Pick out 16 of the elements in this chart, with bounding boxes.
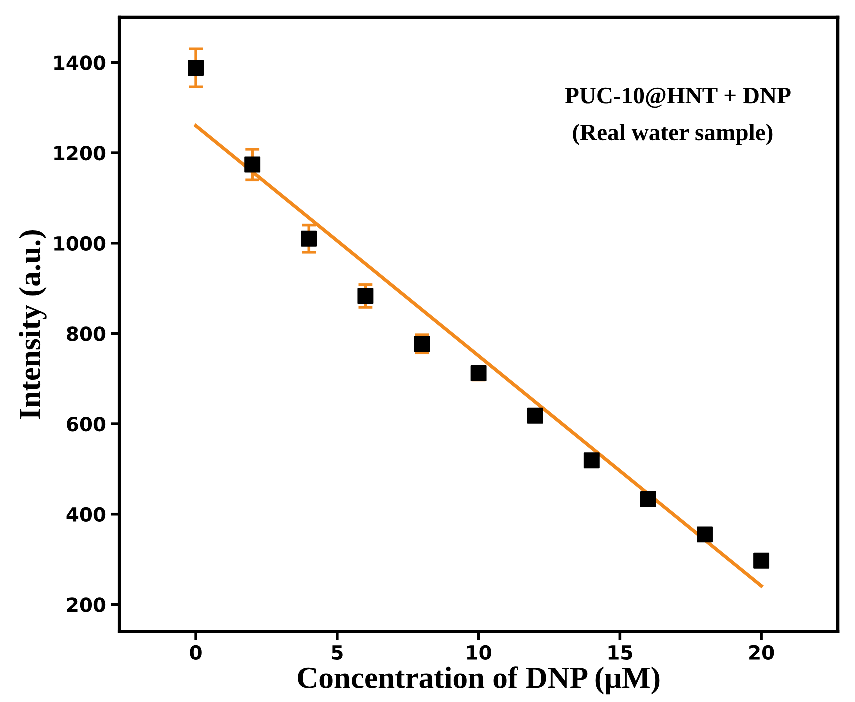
y-tick-label: 1200 — [54, 146, 106, 161]
y-tick-label: 800 — [67, 326, 106, 342]
y-tick-label: 200 — [67, 598, 106, 612]
y-tick-label: 1000 — [54, 236, 106, 252]
x-tick-label: 10 — [467, 645, 492, 660]
y-tick-label: 600 — [67, 416, 106, 432]
y-tick-label: 1400 — [54, 56, 106, 70]
annotation: PUC-10@HNT + DNP — [565, 88, 791, 108]
x-tick-label: 0 — [190, 645, 202, 660]
y-axis-title: Intensity (a.u.) — [19, 230, 47, 420]
x-tick-label: 20 — [750, 645, 774, 660]
x-tick-label: 15 — [608, 646, 632, 660]
x-tick-label: 5 — [332, 646, 343, 660]
y-tick-label: 400 — [66, 507, 106, 522]
annotation: (Real water sample) — [573, 124, 773, 146]
x-axis-title: Concentration of DNP (μM) — [298, 666, 660, 695]
